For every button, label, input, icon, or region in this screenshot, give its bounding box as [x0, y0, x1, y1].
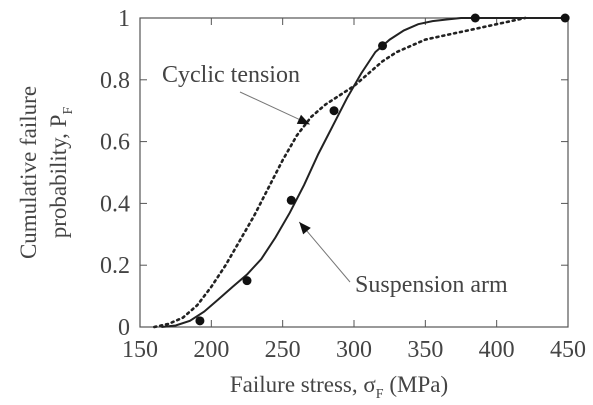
y-axis-label-line2: probability, PF [46, 107, 76, 239]
annotation-leader [239, 91, 310, 125]
x-axis-label: Failure stress, σF (MPa) [230, 372, 448, 402]
annotation-arrowhead [296, 114, 310, 125]
data-point [378, 41, 388, 51]
series-group [153, 16, 568, 329]
series-line [153, 16, 527, 329]
data-point [195, 316, 205, 326]
y-axis-label-line1: Cumulative failure [16, 86, 41, 259]
data-point [560, 13, 570, 23]
data-point [286, 195, 296, 205]
y-tick-label: 1 [118, 6, 130, 32]
annotation-arrowhead [299, 221, 311, 235]
data-point [242, 276, 252, 286]
y-tick-label: 0.2 [100, 253, 130, 279]
data-point [329, 106, 339, 116]
y-axis-label: Cumulative failure probability, PF [16, 86, 76, 259]
annotation-label: Suspension arm [355, 272, 508, 298]
tick-labels: 150 200 250 300 350 400 450 0 0.2 0.4 0.6 0.8 1 [100, 6, 586, 363]
ticks [139, 17, 569, 328]
x-tick-label: 200 [193, 337, 229, 363]
data-point [470, 13, 480, 23]
x-tick-label: 250 [265, 337, 301, 363]
x-tick-label: 300 [336, 337, 372, 363]
data-points [195, 13, 570, 326]
x-tick-label: 150 [122, 337, 158, 363]
x-tick-label: 350 [407, 337, 443, 363]
y-tick-label: 0.8 [100, 68, 130, 94]
annotations: Cyclic tension Suspension arm [162, 62, 508, 298]
y-tick-label: 0.4 [100, 191, 130, 217]
x-tick-label: 400 [479, 337, 515, 363]
series-line [161, 17, 568, 328]
x-tick-label: 450 [550, 337, 586, 363]
annotation-label: Cyclic tension [162, 62, 300, 88]
y-tick-label: 0 [118, 315, 130, 341]
annotation-leader [298, 221, 351, 283]
y-tick-label: 0.6 [100, 130, 130, 156]
